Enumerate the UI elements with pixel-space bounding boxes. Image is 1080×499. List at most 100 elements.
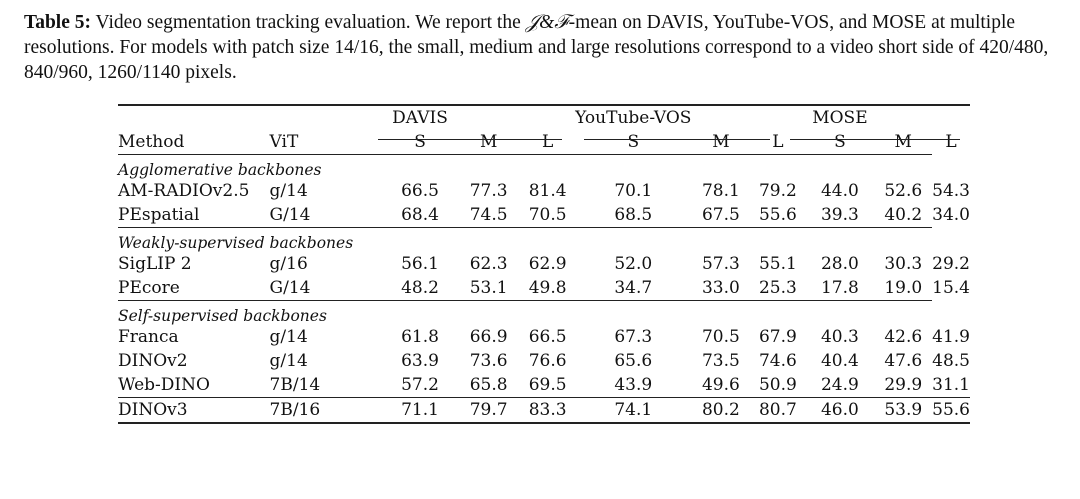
row-value: 70.5 [528, 205, 567, 225]
table-caption: Table 5: Video segmentation tracking eva… [24, 10, 1064, 85]
row-value: 48.2 [401, 278, 439, 298]
caption-text-1: Video segmentation tracking evaluation. … [91, 12, 526, 33]
row-method: PEcore [118, 278, 180, 298]
row-value: 80.7 [750, 397, 806, 424]
row-value: 61.8 [401, 327, 439, 347]
row-method: Franca [118, 327, 179, 347]
row-value: 25.3 [758, 278, 797, 298]
row-value: 41.9 [932, 327, 970, 347]
row-value: 33.0 [701, 278, 740, 298]
row-vit: 7B/16 [269, 397, 349, 424]
row-value: 46.0 [805, 397, 875, 424]
group-mose: MOSE [812, 108, 868, 128]
row-vit: 7B/14 [269, 375, 321, 395]
group-davis: DAVIS [392, 108, 448, 128]
row-value: 49.8 [528, 278, 567, 298]
row-value: 57.3 [701, 254, 740, 274]
row-value: 74.6 [758, 351, 797, 371]
cmidrule-mose [790, 139, 960, 140]
caption-math: 𝒥&ℱ [525, 12, 569, 33]
row-value: 77.3 [469, 181, 508, 201]
table-body: DAVIS YouTube-VOS MOSE Method ViT S M L S M L S M… [118, 104, 970, 424]
column-header-row: Method ViT S M L S M L S M L [118, 130, 970, 155]
row-method: AM-RADIOv2.5 [118, 181, 250, 201]
row-method: SigLIP 2 [118, 254, 192, 274]
row-value: 73.6 [469, 351, 508, 371]
col-size-header: L [945, 132, 957, 153]
row-value: 24.9 [820, 375, 859, 395]
row-value: 54.3 [932, 181, 970, 201]
row-value: 43.9 [614, 375, 653, 395]
row-value: 47.6 [884, 351, 923, 371]
group-youtube-vos: YouTube-VOS [575, 108, 692, 128]
cmidrule-davis [378, 139, 562, 140]
row-value: 30.3 [884, 254, 923, 274]
row-value: 44.0 [820, 181, 859, 201]
table-row: PEspatial G/14 68.4 74.5 70.5 68.5 67.5 55.6 39.… [118, 203, 970, 228]
row-value: 40.4 [820, 351, 859, 371]
row-value: 39.3 [820, 205, 859, 225]
row-value: 68.5 [614, 205, 653, 225]
row-value: 67.9 [758, 327, 797, 347]
row-value: 53.9 [874, 397, 933, 424]
row-vit: g/14 [269, 351, 308, 371]
row-value: 78.1 [701, 181, 740, 201]
row-value: 79.2 [758, 181, 797, 201]
section-title: Agglomerative backbones [118, 154, 933, 179]
row-value: 83.3 [520, 397, 576, 424]
row-value: 31.1 [932, 375, 970, 395]
col-method-header: Method [118, 132, 185, 152]
caption-label: Table 5: [24, 12, 92, 33]
section-header-row: Agglomerative backbones [118, 154, 970, 179]
table-row: Franca g/14 61.8 66.9 66.5 67.3 70.5 67.9 40.3 42… [118, 325, 970, 349]
row-value: 50.9 [758, 375, 797, 395]
row-value: 66.5 [528, 327, 567, 347]
row-vit: g/14 [269, 327, 308, 347]
row-value: 15.4 [932, 278, 970, 299]
row-value: 40.3 [820, 327, 859, 347]
table-row: AM-RADIOv2.5 g/14 66.5 77.3 81.4 70.1 78.1 79.2… [118, 179, 970, 203]
group-header-row: DAVIS YouTube-VOS MOSE [118, 104, 970, 130]
row-value: 67.3 [614, 327, 653, 347]
col-size-header: L [772, 132, 784, 152]
row-value: 79.7 [457, 397, 521, 424]
col-size-header: M [479, 132, 498, 152]
row-value: 52.0 [614, 254, 653, 274]
row-value: 29.2 [932, 254, 970, 274]
table-row: DINOv2 g/14 63.9 73.6 76.6 65.6 73.5 74.6 40.4 47… [118, 349, 970, 373]
row-value: 71.1 [382, 397, 458, 424]
row-method: DINOv2 [118, 351, 188, 371]
row-value: 73.5 [701, 351, 740, 371]
cmidrule-youtube-vos [584, 139, 770, 140]
row-value: 34.0 [932, 205, 970, 226]
row-value: 65.6 [614, 351, 653, 371]
col-size-header: M [894, 132, 912, 152]
row-vit: g/14 [269, 181, 308, 201]
row-value: 70.5 [701, 327, 740, 347]
col-size-header: M [712, 132, 730, 152]
row-value: 81.4 [528, 181, 567, 201]
row-value: 28.0 [820, 254, 859, 274]
section-header-row: Weakly-supervised backbones [118, 227, 970, 252]
row-value: 55.6 [932, 397, 970, 424]
row-value: 55.6 [758, 205, 797, 225]
row-value: 48.5 [932, 351, 970, 371]
row-value: 62.9 [528, 254, 567, 274]
table-row: SigLIP 2 g/16 56.1 62.3 62.9 52.0 57.3 55.1 28.0… [118, 252, 970, 276]
section-header-row: Self-supervised backbones [118, 300, 970, 325]
row-value: 76.6 [528, 351, 567, 371]
row-value: 29.9 [884, 375, 923, 395]
row-value: 70.1 [614, 181, 653, 201]
section-title: Weakly-supervised backbones [118, 227, 933, 252]
row-value: 68.4 [401, 205, 439, 225]
final-row: DINOv3 7B/16 71.1 79.7 83.3 74.1 80.2 80.7 46.0 5… [118, 397, 970, 424]
row-vit: g/16 [269, 254, 308, 274]
row-value: 63.9 [401, 351, 439, 371]
row-value: 66.5 [401, 181, 439, 201]
row-value: 17.8 [820, 278, 859, 298]
row-value: 67.5 [701, 205, 740, 225]
row-value: 40.2 [884, 205, 923, 225]
row-value: 55.1 [758, 254, 797, 274]
results-table: DAVIS YouTube-VOS MOSE Method ViT S M L S M L S M… [118, 104, 970, 424]
col-size-header: S [834, 132, 846, 152]
